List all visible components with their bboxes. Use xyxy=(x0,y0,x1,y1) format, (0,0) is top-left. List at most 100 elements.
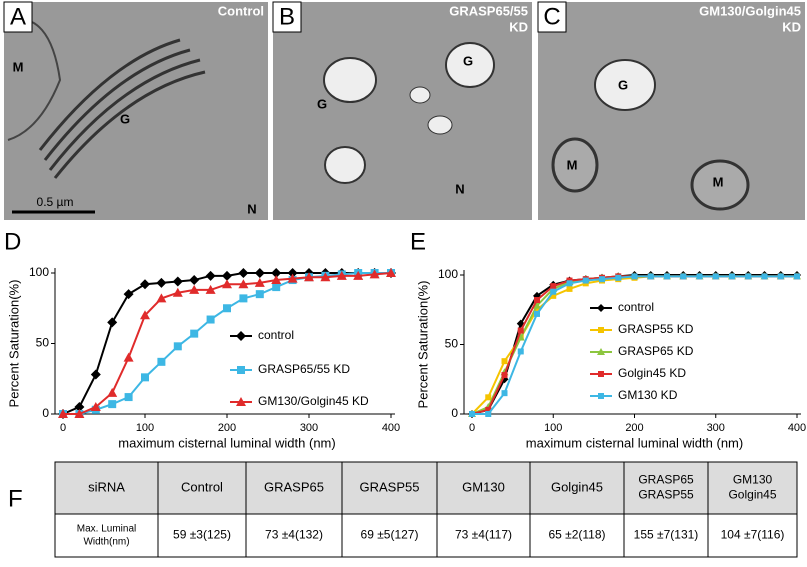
marker xyxy=(205,284,216,294)
marker xyxy=(173,342,182,351)
legend-label: control xyxy=(258,328,294,342)
x-tick-label: 200 xyxy=(625,422,643,434)
legend-label: Golgin45 KD xyxy=(618,366,686,380)
marker xyxy=(140,279,150,290)
marker xyxy=(729,273,735,280)
marker xyxy=(680,273,687,280)
organelle-label: G xyxy=(120,111,130,126)
x-tick-label: 0 xyxy=(469,422,475,434)
legend-marker xyxy=(598,393,604,399)
legend-marker xyxy=(236,331,246,341)
marker xyxy=(615,274,622,281)
x-axis-label: maximum cisternal luminal width (nm) xyxy=(526,435,743,450)
marker xyxy=(74,401,85,412)
marker xyxy=(90,369,101,380)
y-tick-label: 50 xyxy=(36,336,50,350)
table-text: 69 ±5(127) xyxy=(361,528,419,542)
x-tick-label: 0 xyxy=(60,422,66,434)
organelle-label: N xyxy=(455,181,464,196)
panel-letter: D xyxy=(4,228,21,255)
table-text: GRASP55 xyxy=(360,479,420,494)
marker xyxy=(664,273,670,280)
marker xyxy=(534,297,540,304)
panel-letter: C xyxy=(543,3,560,30)
y-tick-label: 0 xyxy=(42,406,49,420)
table-cell xyxy=(54,461,159,515)
marker xyxy=(777,273,784,280)
marker xyxy=(189,284,200,294)
marker xyxy=(761,273,768,280)
marker xyxy=(745,273,752,280)
x-tick-label: 200 xyxy=(218,422,236,434)
marker xyxy=(550,288,557,295)
mitochondrion xyxy=(690,159,750,211)
legend-label: GRASP65/55 KD xyxy=(258,362,350,376)
cisternae xyxy=(38,38,206,179)
organelle-label: G xyxy=(317,96,327,111)
organelle-label: M xyxy=(13,59,24,74)
table-cell xyxy=(245,513,343,558)
marker xyxy=(647,273,654,280)
legend-marker xyxy=(597,348,605,355)
table-cell xyxy=(529,461,625,515)
x-tick-label: 300 xyxy=(707,422,725,434)
organelle-label: M xyxy=(567,157,578,172)
y-tick-label: 100 xyxy=(29,265,49,279)
marker xyxy=(566,285,573,292)
marker xyxy=(353,270,364,280)
marker xyxy=(287,273,298,283)
table-text: 73 ±4(132) xyxy=(265,528,323,542)
table-text: GRASP55 xyxy=(638,488,694,502)
panel-caption: KD xyxy=(782,19,801,34)
marker xyxy=(123,352,134,362)
marker xyxy=(189,275,200,286)
table-text: Golgin45 xyxy=(551,479,603,494)
em-image xyxy=(273,2,532,220)
marker xyxy=(123,289,134,300)
marker xyxy=(222,270,232,281)
vesicle xyxy=(445,42,495,88)
marker xyxy=(272,283,281,292)
table-text: GM130 xyxy=(733,473,773,487)
panel-caption: Control xyxy=(218,3,264,18)
marker xyxy=(534,310,540,317)
table-text: 104 ±7(116) xyxy=(721,528,785,542)
marker xyxy=(206,315,215,324)
table-text: GRASP65 xyxy=(638,473,694,487)
panel-letter: F xyxy=(8,485,23,512)
x-tick-label: 100 xyxy=(136,422,154,434)
y-axis-label: Percent Saturation(%) xyxy=(415,281,430,409)
table-text: Control xyxy=(181,479,223,494)
marker xyxy=(222,279,232,289)
marker xyxy=(156,293,167,303)
marker xyxy=(485,394,492,401)
organelle-label: G xyxy=(618,77,628,92)
legend-marker xyxy=(237,366,245,374)
table-text: 59 ±3(125) xyxy=(173,528,231,542)
marker xyxy=(501,390,508,397)
table-text: GM130 xyxy=(462,479,505,494)
table-text: siRNA xyxy=(88,479,125,494)
marker xyxy=(140,310,150,320)
vesicle xyxy=(594,59,656,111)
marker xyxy=(336,270,347,280)
y-axis-label: Percent Saturation(%) xyxy=(6,280,21,408)
legend-marker xyxy=(597,304,605,312)
legend-marker xyxy=(598,327,604,333)
marker xyxy=(205,270,216,281)
table-cell xyxy=(54,513,159,558)
marker xyxy=(255,290,264,299)
table-cell xyxy=(245,461,343,515)
marker xyxy=(172,276,183,287)
legend-label: GRASP55 KD xyxy=(618,322,694,336)
marker xyxy=(108,400,117,409)
marker xyxy=(534,306,540,313)
marker xyxy=(501,358,508,365)
organelle-label: N xyxy=(247,201,256,216)
em-images xyxy=(4,2,805,220)
vesicle xyxy=(324,146,366,184)
panel-letter: A xyxy=(10,3,26,30)
